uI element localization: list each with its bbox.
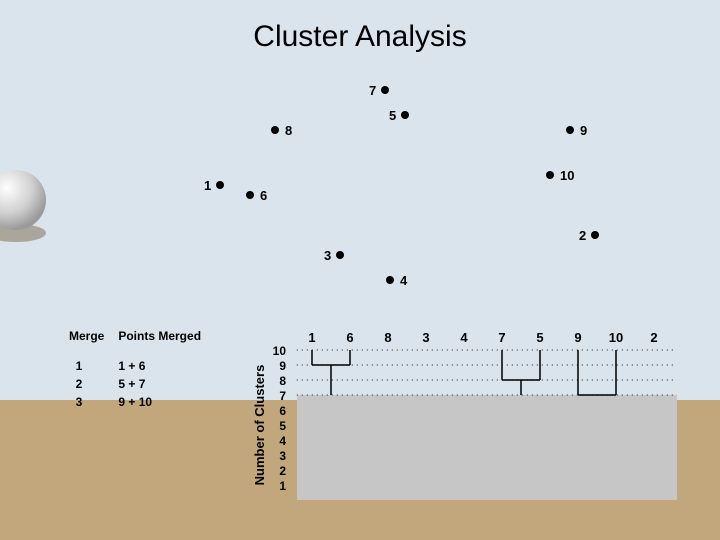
scatter-point-label: 10 bbox=[560, 168, 574, 183]
table-row: 2 5 + 7 bbox=[69, 377, 201, 391]
merge-cell: 1 bbox=[69, 359, 104, 373]
scatter-point bbox=[381, 86, 389, 94]
scatter-point bbox=[336, 251, 344, 259]
scatter-point-label: 2 bbox=[579, 228, 586, 243]
y-tick: 6 bbox=[262, 404, 286, 418]
scatter-point bbox=[386, 276, 394, 284]
scatter-point-label: 9 bbox=[580, 123, 587, 138]
y-tick: 7 bbox=[262, 389, 286, 403]
y-tick: 9 bbox=[262, 359, 286, 373]
scatter-plot: 75 8 9 10 1 6 2 3 4 bbox=[200, 80, 620, 300]
dendro-svg bbox=[290, 330, 690, 530]
points-col-header: Points Merged bbox=[118, 329, 201, 355]
points-cell: 9 + 10 bbox=[118, 395, 201, 409]
y-tick: 2 bbox=[262, 464, 286, 478]
scatter-point-label: 6 bbox=[260, 188, 267, 203]
scatter-point bbox=[216, 181, 224, 189]
y-tick: 5 bbox=[262, 419, 286, 433]
merge-table: Merge Points Merged 1 1 + 6 2 5 + 7 3 9 + 1… bbox=[55, 325, 215, 413]
sphere-svg bbox=[0, 155, 56, 255]
decorative-sphere bbox=[0, 155, 56, 260]
scatter-point-label: 5 bbox=[389, 108, 396, 123]
merge-col-header: Merge bbox=[69, 329, 104, 355]
scatter-point-label: 4 bbox=[400, 273, 407, 288]
scatter-point bbox=[246, 191, 254, 199]
merge-cell: 2 bbox=[69, 377, 104, 391]
y-tick: 1 bbox=[262, 479, 286, 493]
scatter-point-label: 8 bbox=[285, 123, 292, 138]
scatter-point bbox=[546, 171, 554, 179]
dendrogram: Number of Clusters 109876543211683475910… bbox=[290, 330, 690, 530]
table-row: 3 9 + 10 bbox=[69, 395, 201, 409]
y-tick: 8 bbox=[262, 374, 286, 388]
scatter-point-label: 1 bbox=[204, 178, 211, 193]
scatter-point bbox=[591, 231, 599, 239]
scatter-point bbox=[271, 126, 279, 134]
y-tick: 4 bbox=[262, 434, 286, 448]
scatter-point bbox=[566, 126, 574, 134]
table-row: 1 1 + 6 bbox=[69, 359, 201, 373]
points-cell: 1 + 6 bbox=[118, 359, 201, 373]
merge-cell: 3 bbox=[69, 395, 104, 409]
page-title: Cluster Analysis bbox=[0, 20, 720, 54]
scatter-point-label: 7 bbox=[369, 83, 376, 98]
y-tick: 3 bbox=[262, 449, 286, 463]
y-tick: 10 bbox=[262, 344, 286, 358]
scatter-point bbox=[401, 111, 409, 119]
scatter-point-label: 3 bbox=[324, 248, 331, 263]
points-cell: 5 + 7 bbox=[118, 377, 201, 391]
